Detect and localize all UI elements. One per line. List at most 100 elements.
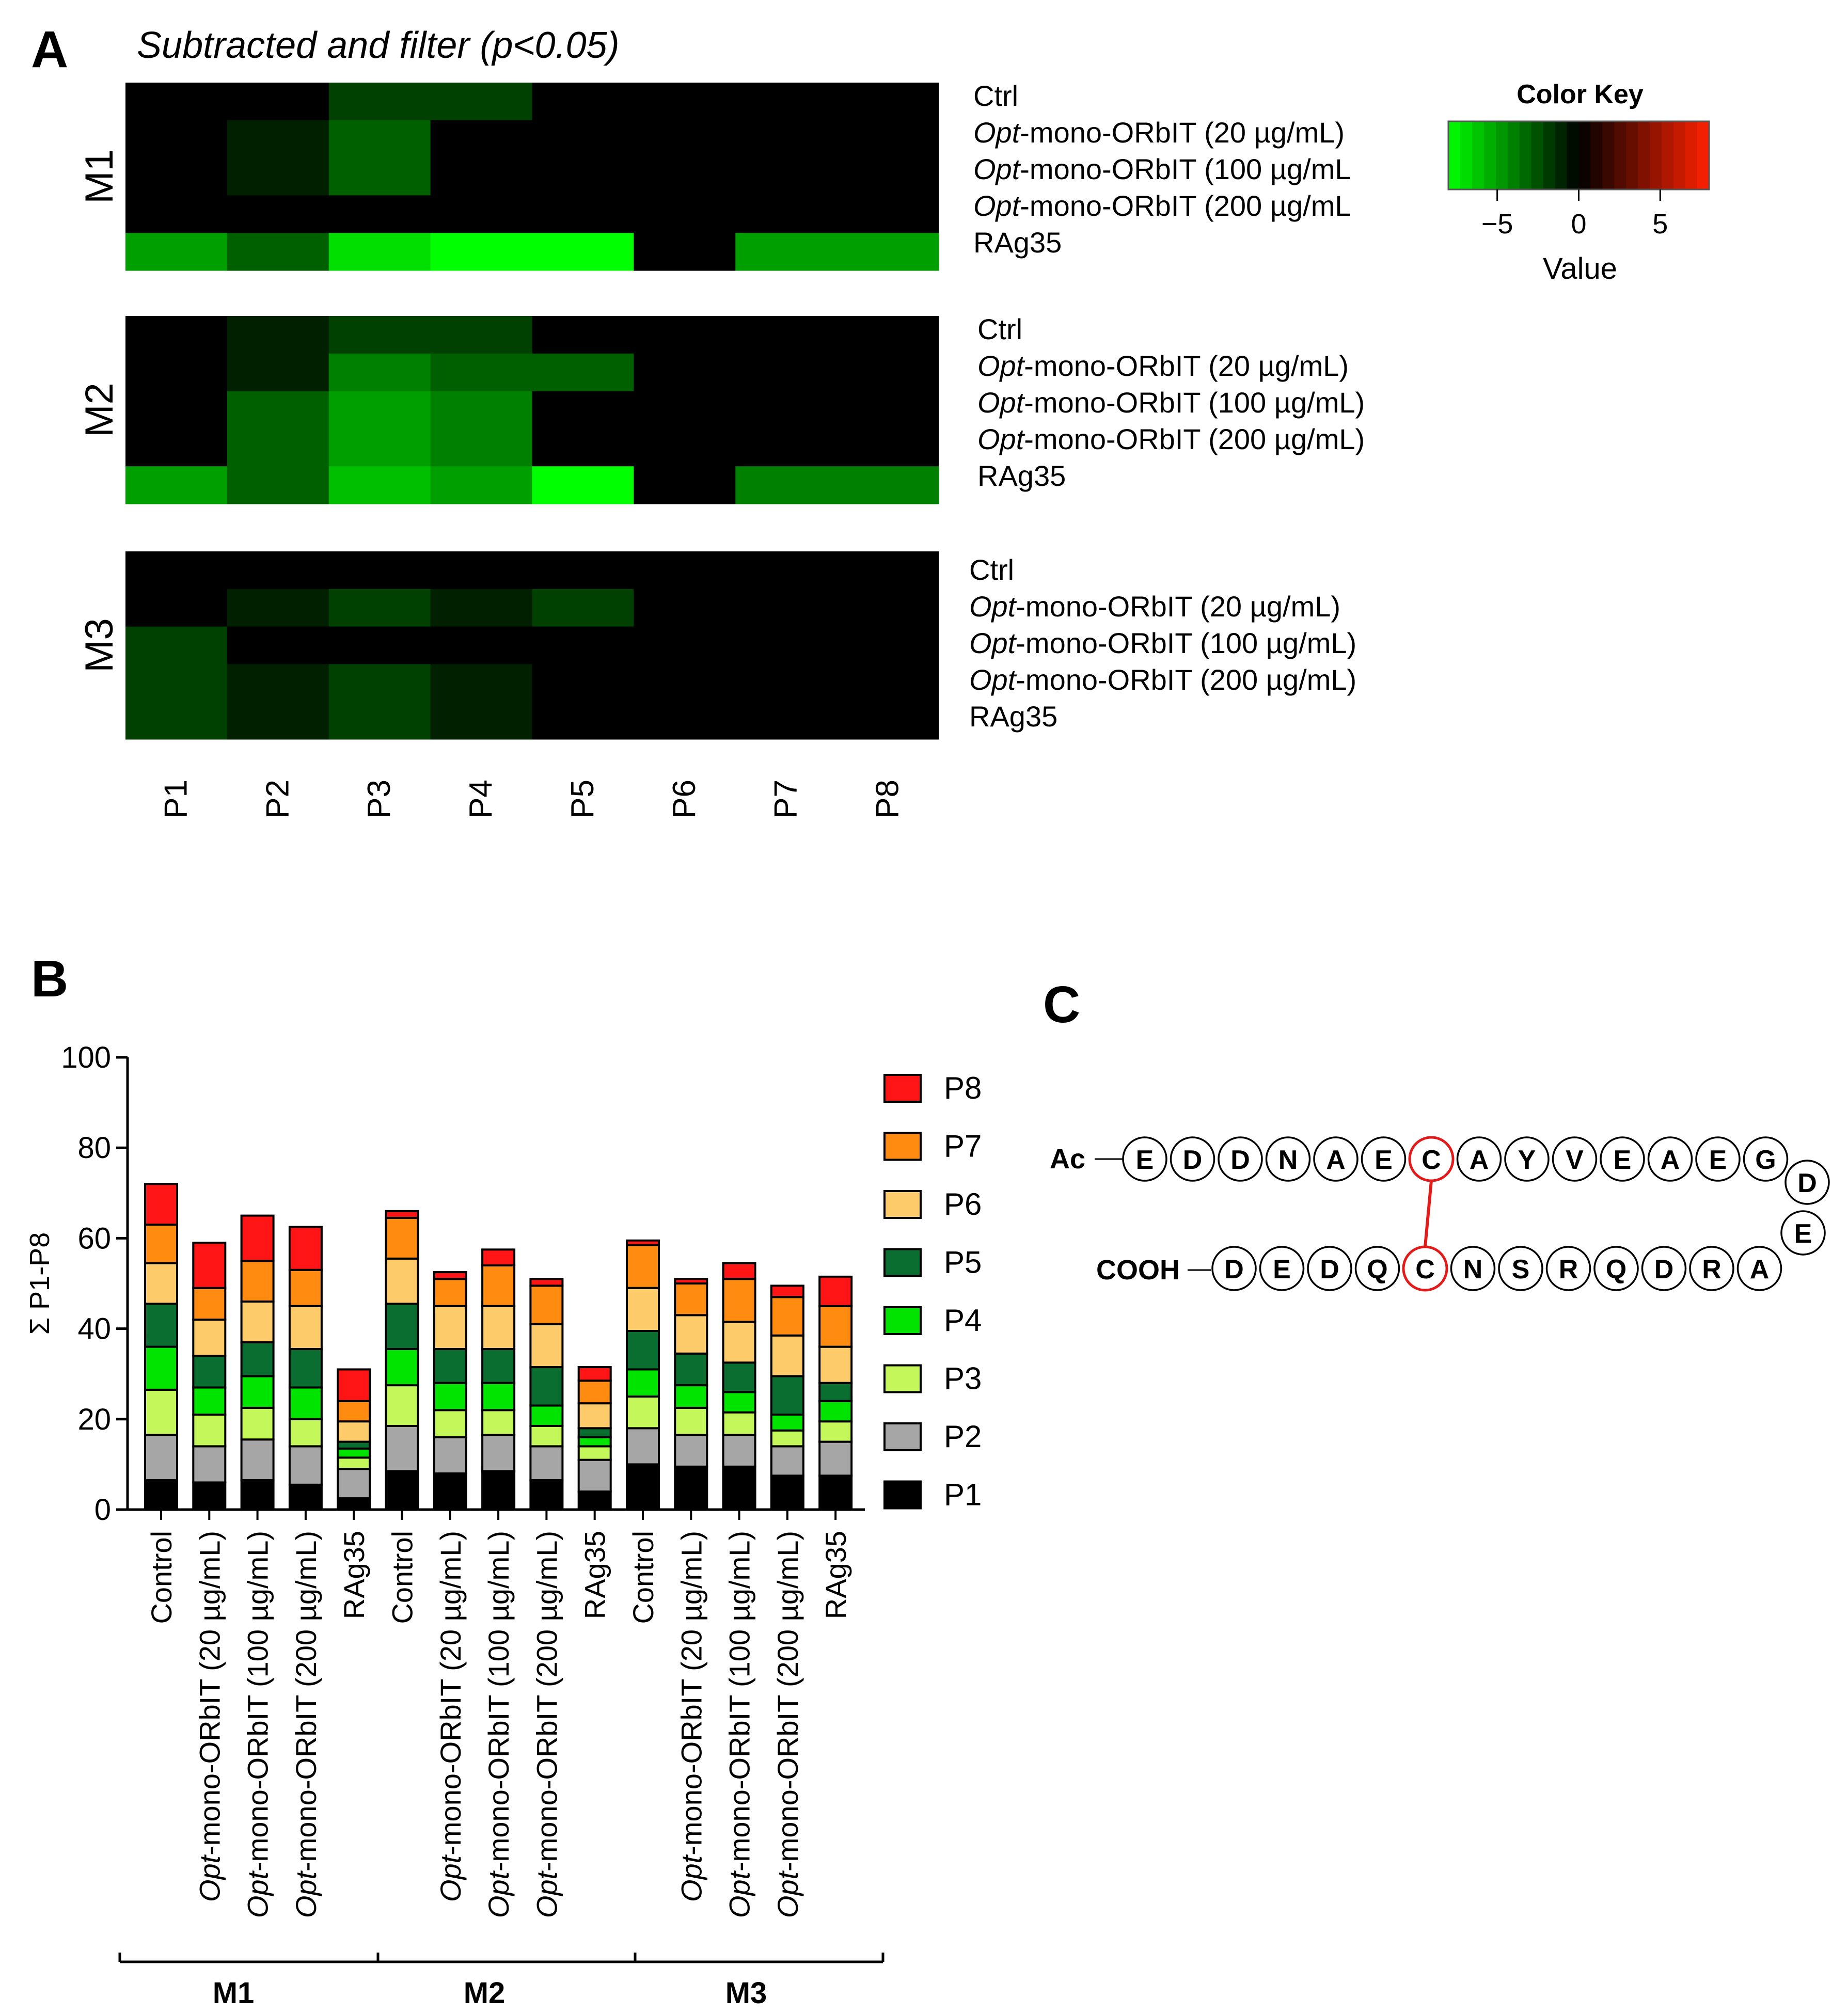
legend-label: P2 <box>944 1419 982 1454</box>
residue-letter: E <box>1273 1255 1291 1284</box>
residue-circle <box>1265 1136 1311 1182</box>
bar-segment-p1 <box>722 1465 756 1511</box>
heatmap-cell <box>735 702 838 740</box>
heatmap-cell <box>328 157 431 196</box>
heatmap-row-label: RAg35 <box>977 459 1066 492</box>
heatmap-row-label-prefix: Opt <box>973 189 1021 222</box>
bar-segment-p3 <box>288 1418 323 1448</box>
residue-circle <box>1450 1246 1496 1291</box>
heatmap-row-label: Opt-mono-ORbIT (20 µg/mL) <box>969 590 1340 623</box>
heatmap-cell <box>634 83 736 121</box>
heatmap-cell <box>634 664 736 702</box>
x-category-label: RAg35 <box>338 1531 370 1619</box>
heatmap-row-label: Ctrl <box>969 553 1014 586</box>
heatmap-block-label: M3 <box>77 618 121 673</box>
x-category-label: Control <box>145 1531 178 1624</box>
color-key-step <box>1614 121 1626 189</box>
heatmap-cell <box>227 551 329 590</box>
bar-segment-p4 <box>529 1404 564 1427</box>
heatmap-cell <box>430 664 532 702</box>
bar-segment-p8 <box>529 1278 564 1287</box>
heatmap-cell <box>837 120 939 158</box>
x-category-label-text: -mono-ORbIT (20 µg/mL) <box>434 1531 467 1856</box>
heatmap-cell <box>634 702 736 740</box>
bar-segment-p6 <box>433 1305 467 1351</box>
bar-segment-p3 <box>626 1395 660 1430</box>
x-category-label-prefix: Opt <box>193 1854 226 1902</box>
heatmap-cell <box>532 551 634 590</box>
residue-letter: N <box>1463 1255 1483 1284</box>
x-category-label-text: -mono-ORbIT (100 µg/mL) <box>723 1531 756 1872</box>
color-key-tick-label: 0 <box>1571 209 1586 240</box>
heatmap-cell <box>430 589 532 627</box>
heatmap-cell <box>837 391 939 429</box>
legend-label: P7 <box>944 1129 982 1164</box>
bar-segment-p6 <box>529 1323 564 1369</box>
bar-segment-p7 <box>288 1268 323 1307</box>
color-key: Color Key −5 0 5 Value <box>1447 80 1710 286</box>
y-tick-label: 100 <box>61 1041 111 1074</box>
bar-segment-p7 <box>337 1400 371 1423</box>
heatmap-cell <box>634 353 736 392</box>
heatmap-cell <box>430 120 532 158</box>
heatmap-cell <box>735 664 838 702</box>
heatmap-cell <box>837 353 939 392</box>
legend-label: P3 <box>944 1361 982 1396</box>
bar-segment-p7 <box>385 1216 419 1260</box>
heatmap-row-label-text: -mono-ORbIT (100 µg/mL) <box>1016 627 1356 659</box>
heatmap-column-label: P5 <box>565 780 601 819</box>
heatmap-cell <box>227 466 329 504</box>
bar-segment-p6 <box>288 1305 323 1351</box>
heatmap-row-label-prefix: Opt <box>977 423 1025 455</box>
bar-segment-p8 <box>818 1275 853 1307</box>
bar-segment-p8 <box>192 1242 227 1289</box>
heatmap-cell <box>125 664 228 702</box>
heatmap-cell <box>227 195 329 233</box>
heatmap-block-label: M2 <box>77 383 121 437</box>
heatmap-cell <box>532 466 634 504</box>
legend-swatch-p7 <box>883 1132 922 1161</box>
heatmap-cell <box>430 233 532 271</box>
heatmap-cell <box>328 391 431 429</box>
x-category-label-text: -mono-ORbIT (100 µg/mL) <box>242 1531 274 1872</box>
bar-segment-p4 <box>770 1414 804 1432</box>
bar-segment-p6 <box>577 1402 612 1430</box>
heatmap-cell <box>125 83 228 121</box>
legend-label: P8 <box>944 1071 982 1105</box>
residue-circle <box>1593 1246 1639 1291</box>
x-category-label-text: -mono-ORbIT (100 µg/mL) <box>482 1531 515 1872</box>
heatmap-cell <box>328 626 431 664</box>
bar-segment-p1 <box>481 1470 516 1511</box>
bar-segment-p7 <box>770 1296 804 1337</box>
heatmap-row-label: Opt-mono-ORbIT (20 µg/mL) <box>977 350 1349 382</box>
heatmap-cell <box>735 157 838 196</box>
residue-letter: A <box>1470 1145 1489 1175</box>
heatmap-cell <box>227 233 329 271</box>
x-category-label-prefix: Opt <box>723 1870 756 1918</box>
color-key-step <box>1472 121 1484 189</box>
bar-segment-p2 <box>337 1468 371 1500</box>
bar-segment-p2 <box>770 1445 804 1477</box>
bar-segment-p1 <box>626 1463 660 1511</box>
heatmap-cell <box>837 429 939 467</box>
heatmap-row-label: Ctrl <box>973 80 1018 112</box>
heatmap-cell <box>227 157 329 196</box>
heatmap-row-label: RAg35 <box>973 226 1062 259</box>
heatmap-cell <box>634 120 736 158</box>
heatmap-column-label: P2 <box>260 780 295 819</box>
heatmap-row-label-text: -mono-ORbIT (20 µg/mL) <box>1016 590 1340 623</box>
heatmap-cell <box>735 551 838 590</box>
heatmap-cell <box>735 83 838 121</box>
residue-letter: Q <box>1606 1255 1626 1284</box>
x-category-label: Control <box>386 1531 419 1624</box>
bar-segment-p7 <box>818 1305 853 1348</box>
residue-circle <box>1498 1246 1543 1291</box>
residue-letter: E <box>1614 1145 1632 1175</box>
heatmap-cell <box>227 353 329 392</box>
heatmap-cell <box>227 589 329 627</box>
bar-segment-p8 <box>626 1239 660 1246</box>
bar-segment-p8 <box>770 1284 804 1298</box>
bar-segment-p8 <box>337 1368 371 1402</box>
heatmap-row-label-prefix: Opt <box>977 350 1025 382</box>
bar-segment-p6 <box>192 1319 227 1357</box>
